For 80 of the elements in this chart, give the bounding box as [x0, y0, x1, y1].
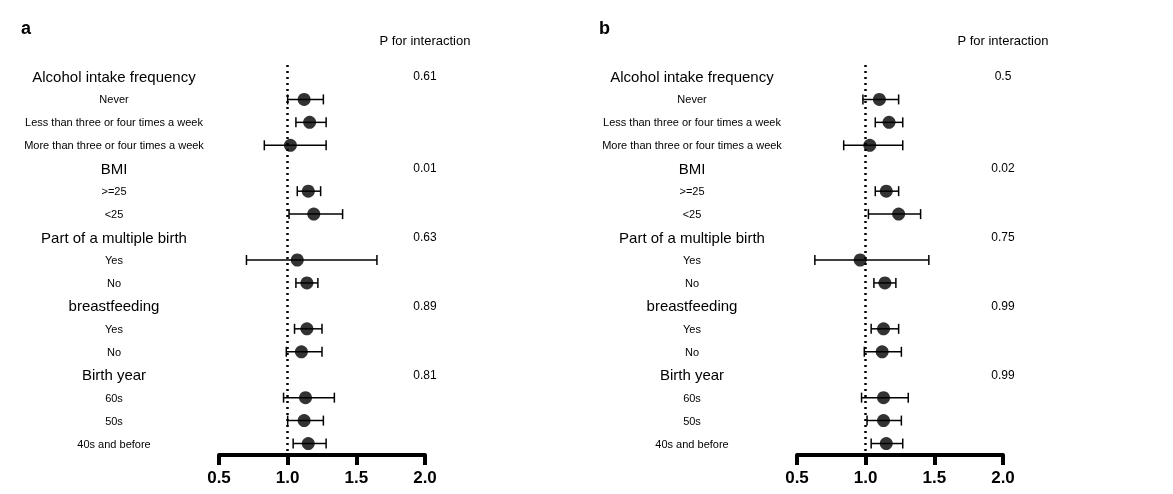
y-tick-label: Less than three or four times a week: [603, 116, 782, 129]
point: [301, 184, 315, 198]
point: [303, 115, 317, 129]
annotation: 0.02: [991, 161, 1015, 176]
point: [875, 345, 889, 359]
y-tick-label: Part of a multiple birth: [41, 228, 187, 246]
y-tick-label: No: [106, 345, 122, 358]
y-tick-label: No: [106, 276, 122, 289]
y-tick-label: Part of a multiple birth: [619, 228, 765, 246]
point: [872, 92, 886, 106]
point: [892, 207, 906, 221]
point: [301, 437, 315, 451]
annotation: 0.99: [991, 367, 1015, 382]
point: [299, 391, 313, 405]
y-tick-label: breastfeeding: [68, 297, 160, 315]
y-tick-label: No: [684, 345, 700, 358]
point: [283, 138, 297, 152]
y-tick-label: More than three or four times a week: [24, 139, 205, 152]
y-tick-label: Yes: [683, 254, 702, 266]
point: [877, 391, 891, 405]
point: [300, 276, 314, 290]
y-tick-label: More than three or four times a week: [602, 139, 783, 152]
point: [879, 184, 893, 198]
point: [297, 92, 311, 106]
y-tick-label: 60s: [105, 391, 124, 404]
y-tick-label: Alcohol intake frequency: [32, 67, 197, 85]
y-tick-label: Yes: [105, 322, 124, 335]
annotation: 0.63: [413, 230, 437, 245]
annotation: 0.01: [413, 161, 437, 176]
y-tick-label: 40s and before: [655, 437, 729, 450]
x-tick-label: 0.5: [785, 468, 809, 487]
x-tick-label: 1.5: [922, 468, 947, 487]
annotation: 0.75: [991, 230, 1015, 245]
y-tick-label: Birth year: [81, 366, 147, 384]
text: P for interaction: [379, 32, 471, 48]
annotation: 0.89: [413, 298, 437, 313]
x-tick-label: 2.0: [413, 468, 437, 487]
x-tick-label: 1.0: [853, 468, 878, 487]
point: [877, 414, 891, 428]
y-tick-label: breastfeeding: [646, 297, 738, 315]
y-tick-label: 40s and before: [77, 437, 151, 450]
annotation: 0.99: [991, 298, 1015, 313]
x-tick-label: 1.0: [275, 468, 300, 487]
annotation: 0.5: [994, 69, 1012, 84]
y-tick-label: BMI: [100, 159, 128, 177]
y-tick-label: Less than three or four times a week: [25, 116, 204, 129]
text: a: [21, 18, 32, 38]
x-tick-label: 1.5: [344, 468, 369, 487]
y-tick-label: <25: [104, 208, 124, 221]
annotation: 0.61: [413, 69, 437, 84]
y-tick-label: Yes: [683, 322, 702, 335]
y-tick-label: Yes: [105, 254, 124, 266]
point: [853, 253, 867, 267]
y-tick-label: Never: [677, 93, 708, 106]
point: [300, 322, 314, 336]
x-tick-label: 2.0: [991, 468, 1015, 487]
y-tick-label: 50s: [683, 414, 702, 427]
point: [879, 437, 893, 451]
y-tick-label: BMI: [678, 159, 706, 177]
text: P for interaction: [957, 32, 1049, 48]
point: [882, 115, 896, 129]
y-tick-label: >=25: [679, 185, 705, 198]
x-tick-label: 0.5: [207, 468, 231, 487]
point: [878, 276, 892, 290]
y-tick-label: No: [684, 276, 700, 289]
text: b: [599, 18, 610, 38]
y-tick-label: >=25: [101, 185, 127, 198]
point: [307, 207, 321, 221]
y-tick-label: <25: [682, 208, 702, 221]
y-tick-label: Alcohol intake frequency: [610, 67, 775, 85]
y-tick-label: Never: [99, 93, 130, 106]
y-tick-label: Birth year: [659, 366, 725, 384]
point: [863, 138, 877, 152]
point: [294, 345, 308, 359]
point: [297, 414, 311, 428]
y-tick-label: 50s: [105, 414, 124, 427]
annotation: 0.81: [413, 367, 437, 382]
y-tick-label: 60s: [683, 391, 702, 404]
point: [290, 253, 304, 267]
point: [877, 322, 891, 336]
